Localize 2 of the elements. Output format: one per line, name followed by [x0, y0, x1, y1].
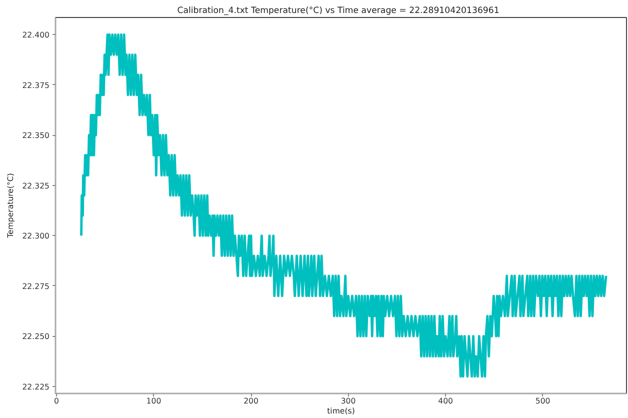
line-series [80, 33, 608, 378]
chart-title: Calibration_4.txt Temperature(°C) vs Time average = 22.28910420136961 [177, 6, 500, 16]
